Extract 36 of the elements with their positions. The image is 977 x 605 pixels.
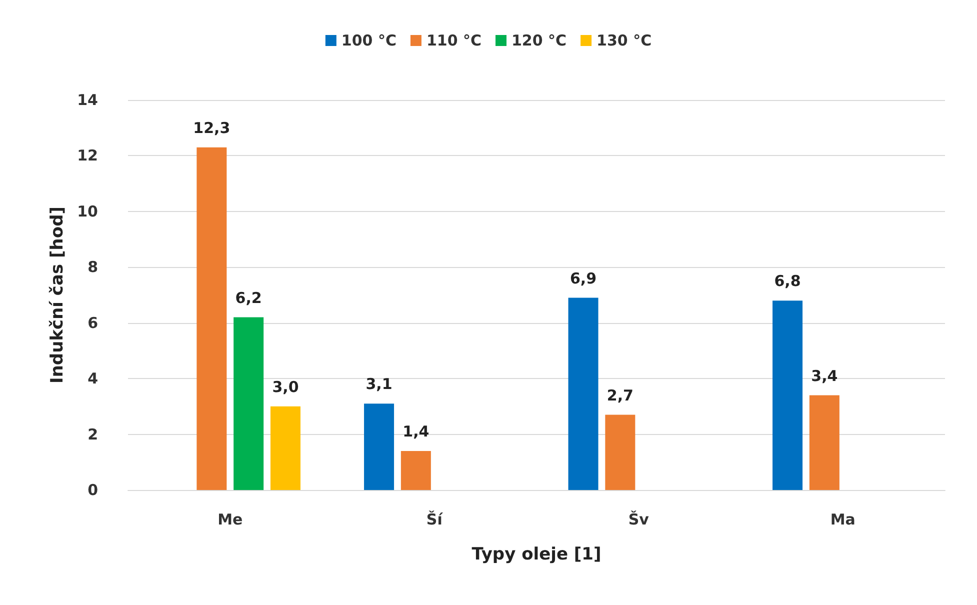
bar — [568, 298, 598, 490]
x-tick-label: Ma — [830, 510, 856, 528]
data-label: 12,3 — [193, 118, 230, 137]
legend-label: 100 °C — [341, 32, 396, 50]
y-tick-label: 12 — [77, 146, 98, 165]
data-label: 3,0 — [272, 378, 299, 396]
legend-label: 130 °C — [596, 32, 652, 50]
bar — [400, 451, 431, 490]
y-tick-label: 14 — [77, 91, 98, 109]
bar — [196, 147, 227, 490]
x-tick-label: Šv — [628, 510, 650, 528]
y-axis-title: Indukční čas [hod] — [48, 206, 68, 384]
data-label: 6,8 — [774, 272, 801, 290]
x-axis-title: Typy oleje [1] — [472, 544, 602, 564]
bar — [364, 404, 394, 490]
bar — [809, 395, 840, 490]
data-label: 2,7 — [606, 386, 634, 404]
legend-label: 110 °C — [426, 32, 482, 50]
bar — [605, 414, 636, 490]
y-tick-label: 10 — [77, 202, 98, 220]
data-label: 3,4 — [811, 366, 838, 385]
bar — [270, 406, 300, 490]
y-tick-label: 2 — [88, 425, 98, 444]
data-label: 1,4 — [402, 422, 430, 440]
y-tick-label: 0 — [88, 481, 98, 499]
bar — [772, 300, 803, 490]
data-label: 3,1 — [366, 375, 392, 394]
data-label: 6,2 — [235, 288, 262, 307]
y-tick-label: 6 — [88, 314, 98, 332]
x-tick-label: Me — [218, 510, 243, 528]
x-tick-label: Ší — [426, 510, 444, 528]
bar — [234, 317, 264, 490]
y-tick-label: 8 — [88, 258, 98, 276]
y-tick-label: 4 — [88, 370, 98, 388]
data-label: 6,9 — [570, 269, 597, 288]
legend-label: 120 °C — [512, 32, 567, 50]
